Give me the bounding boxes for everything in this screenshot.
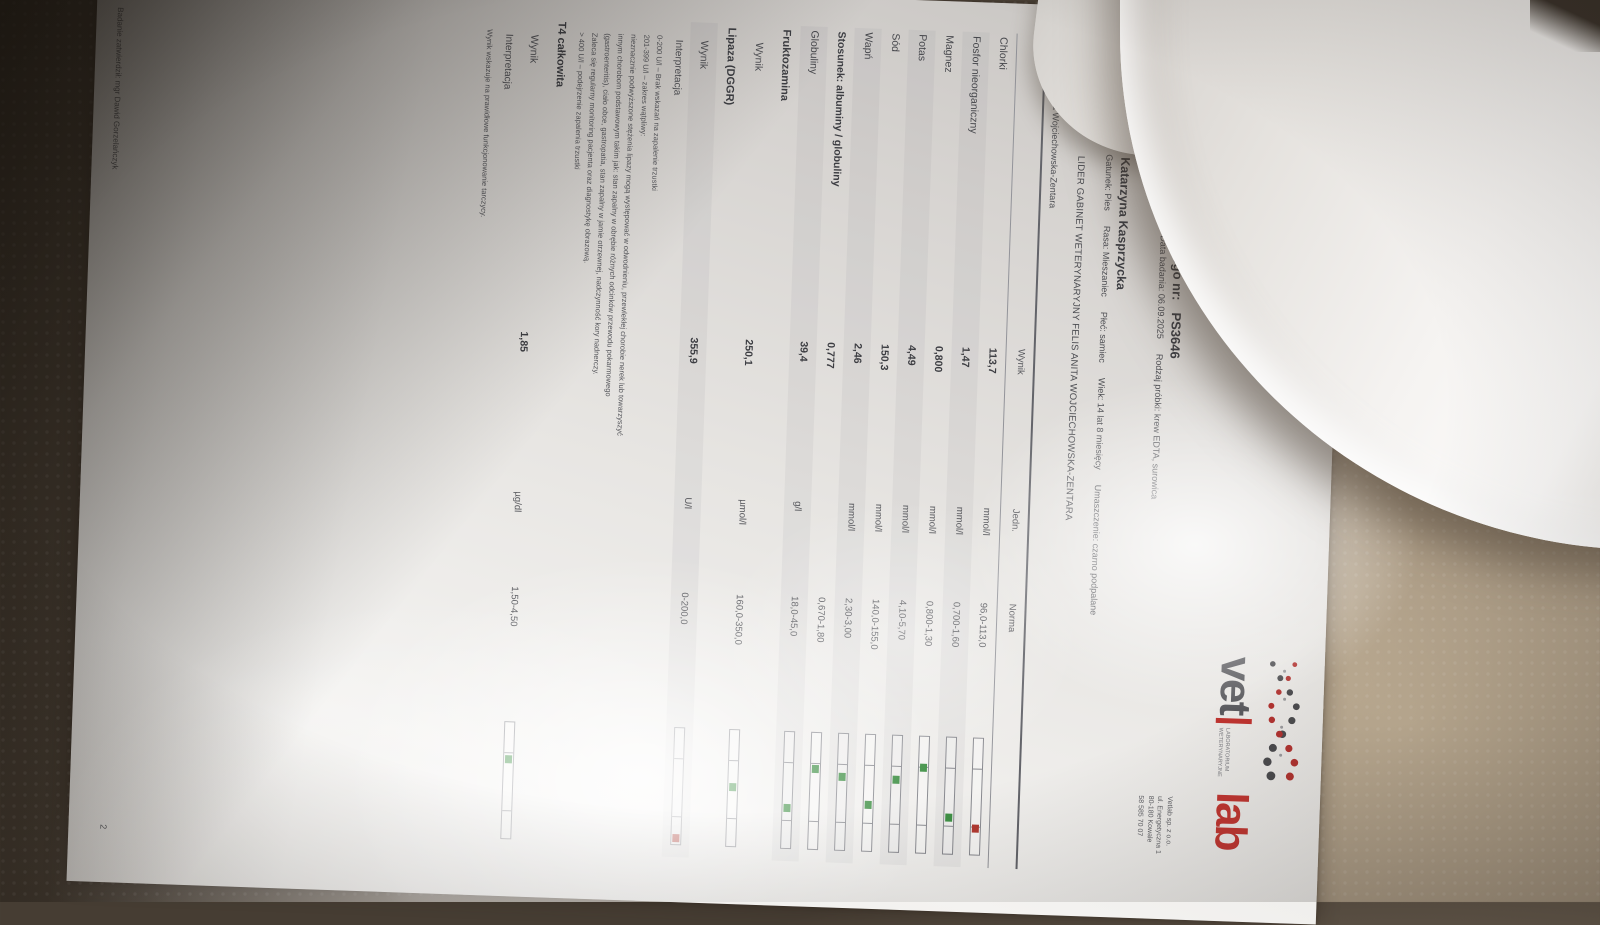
- signature-line: Badanie zatwierdził: mgr Dawid Gorzelańc…: [110, 7, 126, 170]
- result-value: 1,85: [517, 331, 530, 353]
- range-gauge: [941, 736, 958, 855]
- reference-range: 140,0-155,0: [868, 598, 881, 650]
- test-name: Wapń: [861, 32, 875, 60]
- col-header-wynik: Wynik: [1014, 348, 1027, 375]
- reference-range: 160,0-350,0: [732, 594, 745, 646]
- test-name: Sód: [888, 33, 902, 53]
- reference-range: 0,800-1,30: [922, 600, 935, 647]
- range-gauge: [780, 730, 796, 850]
- vetlab-logo: vet LABORATORIUM WETERYNARYJNE lab Vetla…: [1136, 655, 1307, 909]
- result-value: 39,4: [797, 341, 810, 362]
- unit: mmol/l: [980, 507, 993, 536]
- test-name: Fosfor nieorganiczny: [967, 35, 983, 134]
- results-table: Wynik Jedn. Norma Chlorki 113,7 mmol/l 96,0…: [455, 15, 1047, 870]
- result-value: 0,777: [823, 342, 837, 369]
- unit: mmol/l: [899, 504, 912, 534]
- col-header-norma: Norma: [1005, 603, 1018, 633]
- range-marker: [919, 763, 928, 773]
- unit: U/l: [681, 497, 694, 510]
- test-name: Globuliny: [807, 30, 821, 75]
- result-value: 113,7: [985, 347, 999, 374]
- reference-range: 4,10-5,70: [895, 599, 908, 641]
- range-marker: [672, 833, 680, 843]
- patient-line: rry Gatunek: Pies Rasa: Mieszaniec Płeć:…: [1088, 128, 1116, 616]
- report-number: PS3646: [1167, 312, 1185, 360]
- table-body: Chlorki 113,7 mmol/l 96,0-113,0 Fosfor nieor…: [455, 15, 1017, 868]
- range-gauge: [725, 728, 741, 848]
- reference-range: 2,30-3,00: [841, 597, 854, 639]
- test-name: Magnez: [942, 35, 956, 73]
- test-name: Potas: [915, 34, 929, 62]
- reference-range: 0,700-1,60: [949, 601, 962, 648]
- result-value: 4,49: [905, 344, 918, 366]
- logo-vet-text: vet: [1210, 655, 1262, 716]
- lab-address-block: Vetlab sp. z o.o. ul. Energetyczna 1 80-18…: [1132, 795, 1174, 901]
- range-gauge: [968, 737, 985, 856]
- section-name: T4 całkowita: [553, 21, 568, 88]
- test-name: Wynik: [697, 40, 711, 70]
- unit: mmol/l: [926, 505, 939, 535]
- unit: µg/dl: [511, 491, 524, 513]
- range-marker: [783, 803, 791, 812]
- unit: mmol/l: [872, 503, 885, 533]
- logo-tagline: LABORATORIUM WETERYNARYJNE: [1216, 727, 1231, 777]
- range-marker: [864, 800, 872, 809]
- col-header-jedn: Jedn.: [1009, 508, 1022, 533]
- range-marker: [838, 773, 846, 782]
- range-gauge: [807, 731, 823, 851]
- logo-divider-bar: [1215, 717, 1252, 724]
- interpretation-label: Interpretacja: [671, 39, 685, 96]
- unit: µmol/l: [736, 499, 749, 525]
- section-name: Fruktozamina: [778, 29, 793, 102]
- range-gauge: [861, 733, 877, 853]
- client-name: Katarzyna Kasprzycka: [1113, 157, 1133, 291]
- result-value: 150,3: [877, 343, 891, 371]
- reference-range: 18,0-45,0: [787, 595, 800, 637]
- test-name: Wynik: [527, 34, 541, 64]
- unit: mmol/l: [845, 502, 858, 532]
- range-marker: [504, 755, 513, 764]
- section-name: Lipaza (DGGR): [722, 27, 738, 106]
- test-name: Stosunek: albuminy / globuliny: [830, 31, 848, 187]
- range-marker: [811, 764, 820, 773]
- interpretation-label: Interpretacja: [501, 33, 515, 90]
- page-number: 2: [98, 823, 109, 830]
- unit: g/l: [791, 501, 804, 512]
- range-gauge: [834, 732, 850, 852]
- range-gauge: [500, 721, 516, 840]
- result-value: 1,47: [958, 346, 972, 368]
- result-value: 2,46: [851, 342, 864, 364]
- reference-range: 0-200,0: [677, 592, 690, 625]
- vetlab-wordmark: vet LABORATORIUM WETERYNARYJNE lab: [1205, 655, 1262, 907]
- range-gauge: [914, 735, 931, 854]
- reference-range: 0,670-1,80: [814, 596, 827, 643]
- result-value: 355,9: [686, 337, 700, 364]
- vet-name-line: a Wojciechowska-Zentara: [1047, 104, 1062, 209]
- range-gauge: [670, 727, 686, 846]
- reference-range: 1,50-4,50: [507, 586, 521, 627]
- range-marker: [729, 783, 737, 792]
- test-name: Wynik: [752, 42, 766, 72]
- dna-helix-icon: [1263, 661, 1300, 781]
- clinic-line: LIDER GABINET WETERYNARYJNY FELIS ANITA …: [1062, 155, 1087, 521]
- range-marker: [945, 813, 953, 822]
- test-name: Chlorki: [996, 36, 1010, 70]
- result-value: 0,800: [931, 345, 945, 373]
- range-gauge: [887, 734, 904, 853]
- reference-range: 96,0-113,0: [976, 602, 989, 648]
- result-value: 250,1: [741, 339, 755, 366]
- logo-lab-text: lab: [1205, 791, 1257, 851]
- range-marker: [971, 824, 980, 833]
- range-marker: [892, 775, 900, 784]
- unit: mmol/l: [953, 506, 966, 536]
- couch-corner-sliver: [1530, 0, 1600, 52]
